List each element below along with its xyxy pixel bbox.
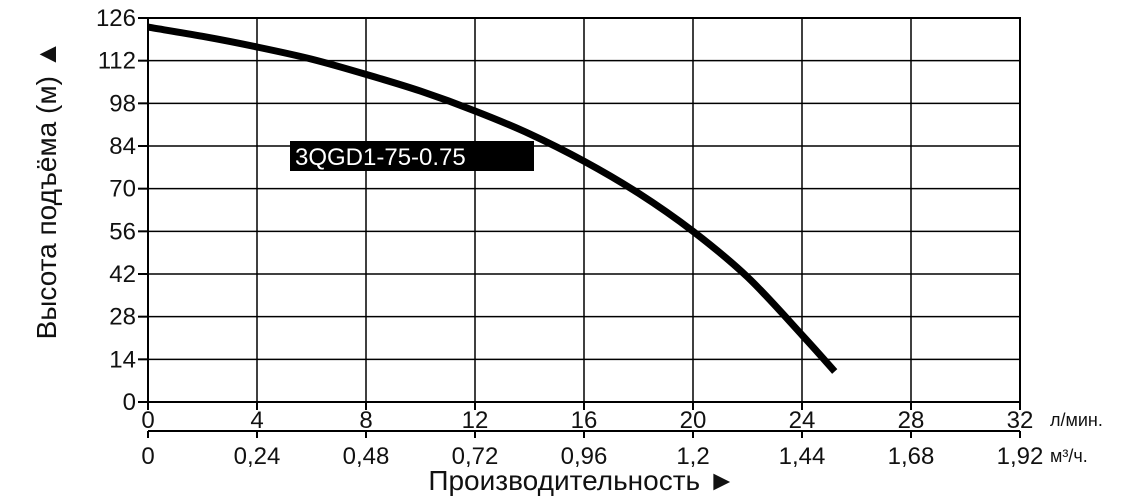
x-units-primary: л/мин. <box>1050 410 1103 430</box>
y-tick-label: 126 <box>96 5 136 32</box>
series-label: 3QGD1-75-0.75 <box>295 144 466 171</box>
y-tick-label: 28 <box>109 304 136 331</box>
y-tick-label: 84 <box>109 133 136 160</box>
x-tick-label-secondary: 1,68 <box>888 443 935 470</box>
y-tick-label: 0 <box>123 389 136 416</box>
x-tick-label-primary: 20 <box>680 407 707 434</box>
y-tick-label: 56 <box>109 218 136 245</box>
x-tick-label-primary: 4 <box>250 407 263 434</box>
y-tick-label: 70 <box>109 176 136 203</box>
x-tick-labels-primary: 0 4 8 12 16 20 24 28 32 <box>141 407 1033 434</box>
y-tick-label: 14 <box>109 346 136 373</box>
x-tick-label-primary: 8 <box>359 407 372 434</box>
grid <box>148 17 1021 402</box>
x-units-secondary: м³/ч. <box>1050 446 1088 466</box>
x-tick-label-primary: 16 <box>571 407 598 434</box>
y-tick-labels: 0 14 28 42 56 70 84 98 112 126 <box>96 5 136 416</box>
plot-frame <box>147 17 1021 403</box>
y-axis-label: Высота подъёма (м) ▲ <box>31 41 62 340</box>
x-tick-labels-secondary: 0 0,24 0,48 0,72 0,96 1,2 1,44 1,68 1,92 <box>141 443 1043 470</box>
axes <box>138 17 1021 438</box>
series-label-box: 3QGD1-75-0.75 <box>290 141 534 171</box>
x-tick-label-secondary: 0 <box>141 443 154 470</box>
x-tick-label-primary: 12 <box>462 407 489 434</box>
x-tick-label-primary: 28 <box>898 407 925 434</box>
y-tick-label: 112 <box>98 48 136 75</box>
x-tick-label-primary: 24 <box>789 407 816 434</box>
x-tick-label-secondary: 0,48 <box>343 443 390 470</box>
x-tick-label-secondary: 1,2 <box>676 443 709 470</box>
x-tick-label-primary: 0 <box>141 407 154 434</box>
y-tick-label: 42 <box>109 261 136 288</box>
x-tick-label-secondary: 0,72 <box>452 443 499 470</box>
x-tick-label-secondary: 1,44 <box>779 443 826 470</box>
x-tick-label-secondary: 0,24 <box>234 443 281 470</box>
x-axis-label: Производительность ► <box>428 465 735 496</box>
x-tick-label-secondary: 1,92 <box>997 443 1044 470</box>
y-tick-label: 98 <box>109 90 136 117</box>
x-tick-label-secondary: 0,96 <box>561 443 608 470</box>
x-tick-label-primary: 32 <box>1007 407 1034 434</box>
series-line-3qgd1 <box>147 23 838 374</box>
